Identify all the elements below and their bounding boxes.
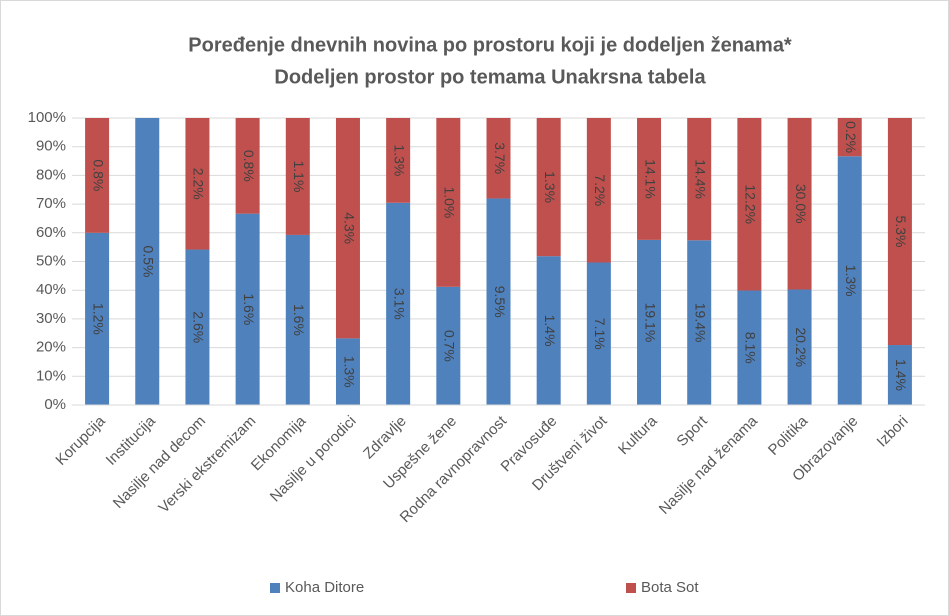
bar-segment bbox=[637, 118, 662, 240]
y-tick-label: 80% bbox=[36, 166, 66, 183]
bar-segment bbox=[235, 118, 260, 214]
data-label: 0.8% bbox=[90, 159, 106, 191]
bar-segment bbox=[436, 286, 461, 405]
data-label: 19.4% bbox=[693, 303, 709, 343]
bar-segment bbox=[285, 234, 310, 405]
bar-segment bbox=[887, 118, 912, 346]
bar-segment bbox=[787, 118, 812, 290]
bar-segment bbox=[737, 290, 762, 405]
data-label: 5.3% bbox=[893, 216, 909, 248]
data-label: 1.1% bbox=[291, 161, 307, 193]
data-label: 2.6% bbox=[191, 311, 207, 343]
data-label: 7.2% bbox=[592, 174, 608, 206]
bar-segment bbox=[285, 118, 310, 235]
data-label: 0.2% bbox=[843, 121, 859, 153]
y-tick-label: 40% bbox=[36, 281, 66, 298]
legend-label: Koha Ditore bbox=[285, 579, 364, 596]
y-tick-label: 70% bbox=[36, 195, 66, 212]
y-tick-label: 60% bbox=[36, 224, 66, 241]
legend-swatch bbox=[626, 583, 636, 593]
bar-segment bbox=[687, 240, 712, 405]
bar-segment bbox=[887, 345, 912, 405]
bar-segment bbox=[436, 118, 461, 287]
bar-segment bbox=[486, 198, 511, 405]
data-label: 12.2% bbox=[743, 184, 759, 224]
y-tick-label: 20% bbox=[36, 339, 66, 356]
data-label: 2.2% bbox=[191, 168, 207, 200]
bar-segment bbox=[737, 118, 762, 291]
chart-subtitle: Dodeljen prostor po temama Unakrsna tabe… bbox=[274, 66, 706, 88]
data-label: 1.6% bbox=[241, 293, 257, 325]
data-label: 9.5% bbox=[492, 286, 508, 318]
legend-swatch bbox=[270, 583, 280, 593]
bar-segment bbox=[85, 118, 110, 233]
bar-segment bbox=[135, 118, 160, 405]
bar-segment bbox=[486, 118, 511, 199]
bar-segment bbox=[335, 338, 360, 405]
bar-segment bbox=[386, 202, 411, 405]
data-label: 1.6% bbox=[291, 304, 307, 336]
data-label: 3.1% bbox=[391, 288, 407, 320]
data-label: 1.3% bbox=[341, 356, 357, 388]
bar-segment bbox=[837, 118, 862, 157]
y-tick-label: 0% bbox=[44, 396, 66, 413]
data-label: 30.0% bbox=[793, 184, 809, 224]
bar-segment bbox=[185, 118, 210, 250]
data-label: 1.3% bbox=[843, 265, 859, 297]
data-label: 14.4% bbox=[693, 159, 709, 199]
bar-segment bbox=[536, 256, 561, 405]
data-label: 4.3% bbox=[341, 212, 357, 244]
y-tick-label: 100% bbox=[28, 109, 66, 126]
data-label: 0.5% bbox=[141, 246, 157, 278]
bar-segment bbox=[586, 118, 611, 263]
data-label: 14.1% bbox=[642, 159, 658, 199]
bar-segment bbox=[386, 118, 411, 203]
bar-segment bbox=[586, 262, 611, 405]
data-label: 1.4% bbox=[893, 359, 909, 391]
data-label: 1.4% bbox=[542, 315, 558, 347]
legend-label: Bota Sot bbox=[641, 579, 699, 596]
bar-segment bbox=[837, 156, 862, 405]
data-label: 1.0% bbox=[442, 186, 458, 218]
chart-title: Poređenje dnevnih novina po prostoru koj… bbox=[188, 34, 792, 56]
bar-segment bbox=[687, 118, 712, 241]
y-tick-label: 10% bbox=[36, 367, 66, 384]
data-label: 1.3% bbox=[542, 171, 558, 203]
bar-segment bbox=[185, 249, 210, 405]
data-label: 1.2% bbox=[90, 303, 106, 335]
data-label: 7.1% bbox=[592, 318, 608, 350]
data-label: 8.1% bbox=[743, 332, 759, 364]
data-label: 19.1% bbox=[642, 303, 658, 343]
data-label: 20.2% bbox=[793, 327, 809, 367]
data-label: 3.7% bbox=[492, 142, 508, 174]
bar-segment bbox=[787, 289, 812, 405]
data-label: 0.8% bbox=[241, 150, 257, 182]
data-label: 1.3% bbox=[391, 144, 407, 176]
bar-segment bbox=[235, 213, 260, 405]
bar-segment bbox=[335, 118, 360, 339]
bar-segment bbox=[637, 239, 662, 405]
bar-segment bbox=[85, 232, 110, 405]
y-tick-label: 50% bbox=[36, 252, 66, 269]
bar-segment bbox=[536, 118, 561, 257]
y-tick-label: 90% bbox=[36, 138, 66, 155]
data-label: 0.7% bbox=[442, 330, 458, 362]
y-tick-label: 30% bbox=[36, 310, 66, 327]
